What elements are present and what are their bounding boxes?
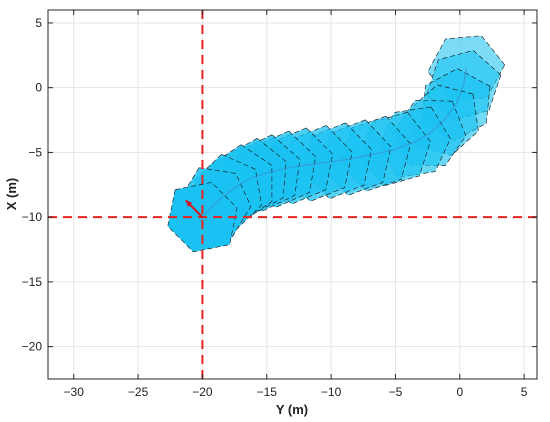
ticks: −30 −25 −20 −15 −10 −5 0 5 5 0 −5 −10 −15 −20 xyxy=(22,10,537,399)
x-tick-label: −30 xyxy=(64,385,85,399)
axes-box xyxy=(47,9,538,380)
x-axis-label: Y (m) xyxy=(276,402,308,417)
x-tick-label: 0 xyxy=(456,385,463,399)
start-arrow-head xyxy=(185,200,193,207)
y-tick-label: −10 xyxy=(22,210,43,224)
x-tick-label: −10 xyxy=(321,385,342,399)
x-tick-label: −20 xyxy=(192,385,213,399)
y-tick-label: −15 xyxy=(22,275,43,289)
x-tick-label: −25 xyxy=(128,385,149,399)
y-tick-label: −5 xyxy=(28,145,42,159)
x-tick-label: −15 xyxy=(257,385,278,399)
data-area xyxy=(167,35,506,253)
x-tick-label: 5 xyxy=(521,385,528,399)
x-tick-label: −5 xyxy=(389,385,403,399)
reference-lines xyxy=(48,10,537,379)
trajectory-path xyxy=(201,68,467,218)
y-tick-label: −20 xyxy=(22,340,43,354)
y-tick-label: 0 xyxy=(35,81,42,95)
y-tick-label: 5 xyxy=(35,16,42,30)
y-axis-label: X (m) xyxy=(4,178,19,211)
